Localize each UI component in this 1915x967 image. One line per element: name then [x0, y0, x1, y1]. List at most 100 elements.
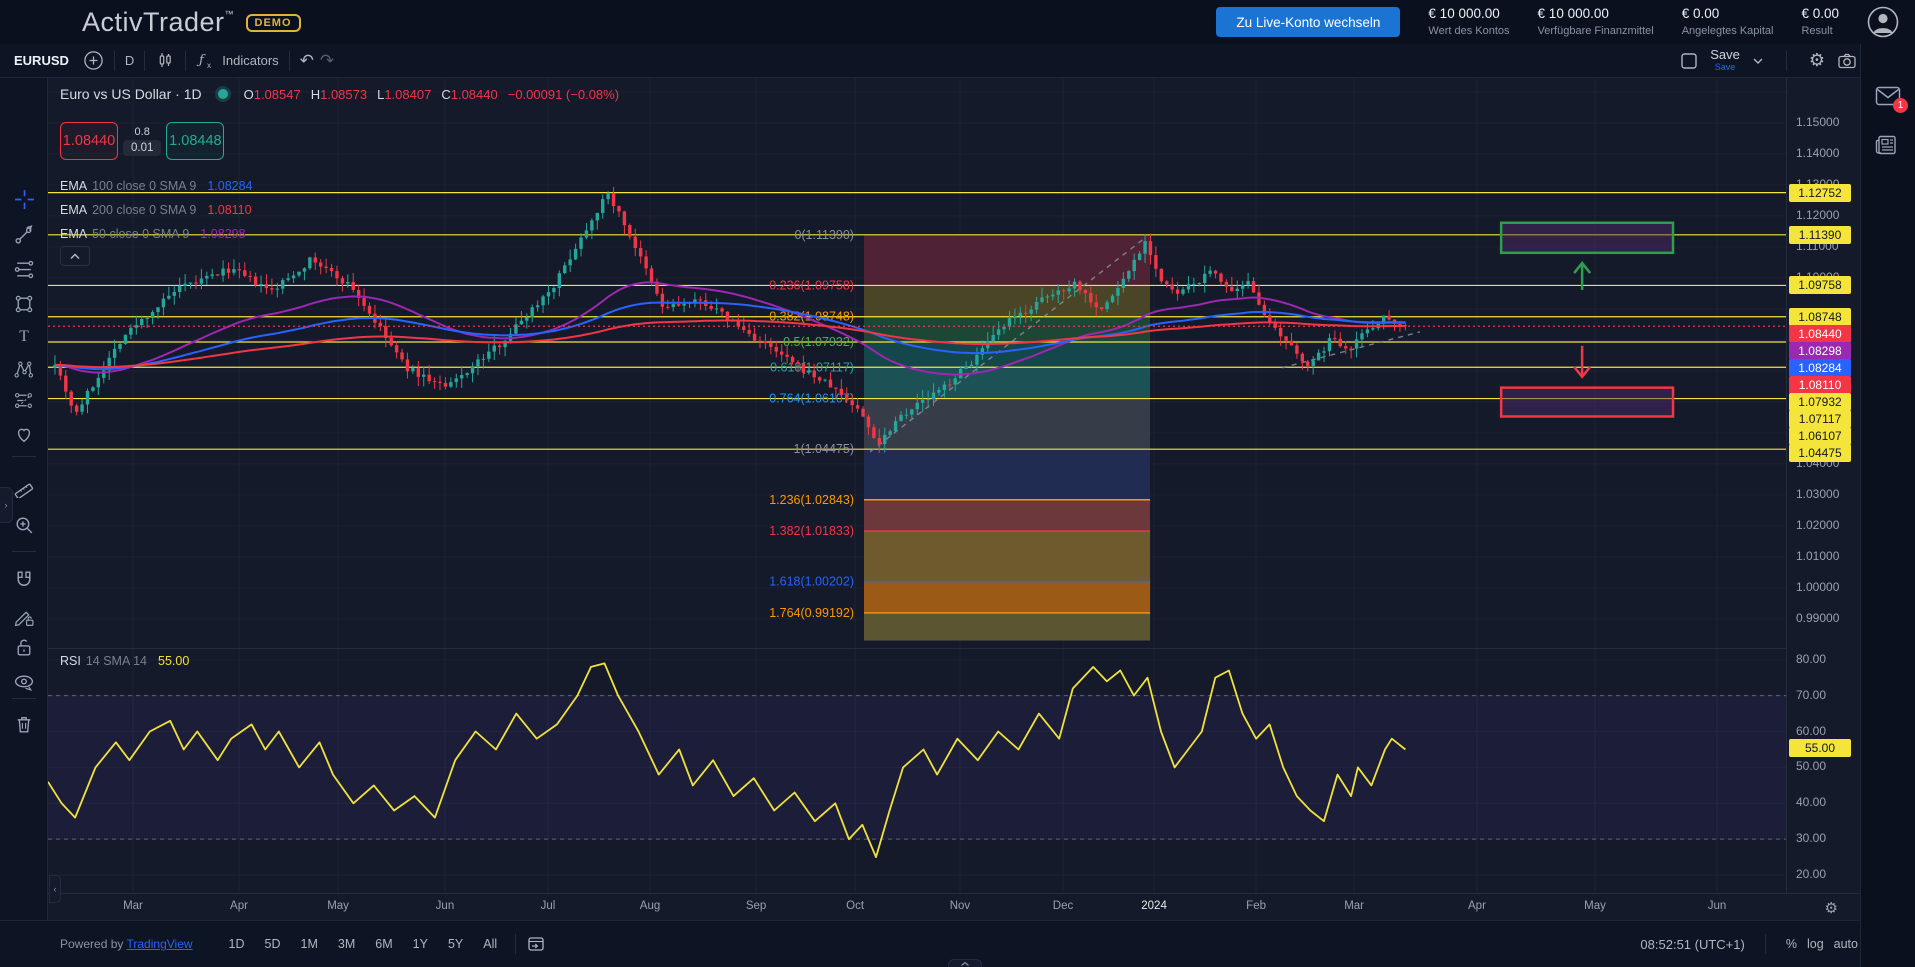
zoom-in-icon — [16, 517, 33, 534]
series-status-dot — [217, 89, 228, 99]
avatar[interactable] — [1867, 6, 1899, 38]
xabcd-pattern-tool[interactable] — [13, 358, 35, 385]
remove-objects-tool[interactable] — [13, 713, 35, 740]
sell-button[interactable]: 1.08440 — [60, 122, 118, 160]
emoji-tool[interactable] — [13, 423, 35, 450]
percent-scale-button[interactable]: % — [1785, 937, 1797, 951]
fib-retracement-tool[interactable] — [13, 258, 35, 285]
stat-label: Result — [1801, 24, 1833, 37]
interval-button[interactable]: D — [124, 53, 135, 68]
ohlc-item: C1.08440 — [441, 86, 498, 102]
plus-circle-icon — [84, 51, 103, 70]
indicator-row[interactable]: EMA 100 close 0 SMA 9 1.08284 — [60, 174, 253, 198]
news-button[interactable] — [1875, 134, 1899, 161]
log-scale-button[interactable]: log — [1806, 937, 1824, 951]
time-tick: 2024 — [1141, 900, 1167, 912]
buy-button[interactable]: 1.08448 — [166, 122, 225, 160]
shapes-tool[interactable] — [13, 293, 35, 320]
layout-button[interactable] — [1680, 52, 1698, 70]
supply-zone[interactable] — [1499, 221, 1675, 255]
rsi-pane[interactable]: RSI 14 SMA 14 55.00 — [48, 648, 1786, 893]
demand-zone[interactable] — [1499, 386, 1675, 418]
rsi-tick: 50.00 — [1796, 759, 1827, 774]
chart-style-button[interactable] — [155, 51, 175, 71]
forecast-tool[interactable] — [13, 389, 35, 416]
watchlist-expand-tab[interactable]: › — [0, 487, 13, 523]
price-scale[interactable]: 1.150001.140001.130001.120001.110001.100… — [1786, 78, 1860, 920]
messages-button[interactable]: 1 — [1875, 86, 1908, 113]
price-chart-pane[interactable]: 0(1.11390) 0.236(1.09758) 0.382(1.08748) 0.… — [48, 78, 1786, 648]
auto-scale-button[interactable]: auto — [1833, 937, 1858, 951]
hide-all-tool[interactable] — [13, 671, 35, 698]
switch-to-live-button[interactable]: Zu Live-Konto wechseln — [1216, 7, 1401, 37]
top-header: ActivTrader ™ DEMO Zu Live-Konto wechsel… — [0, 0, 1915, 44]
stat-value: € 0.00 — [1801, 6, 1839, 22]
ohlc-item: H1.08573 — [310, 86, 368, 102]
zoom-in-tool[interactable] — [13, 514, 35, 541]
snapshot-button[interactable] — [1837, 52, 1857, 70]
go-to-date-button[interactable] — [526, 935, 546, 953]
range-1y-button[interactable]: 1Y — [412, 937, 428, 951]
chart-title[interactable]: Euro vs US Dollar · 1D — [60, 86, 202, 102]
symbol-label[interactable]: EURUSD — [14, 53, 69, 68]
indicator-value: 1.08284 — [207, 179, 253, 193]
drawing-lock-tool[interactable] — [13, 606, 35, 633]
rsi-tick: 40.00 — [1796, 795, 1827, 810]
price-tick: 1.12000 — [1796, 207, 1840, 222]
panel-expand-tab[interactable] — [948, 959, 982, 967]
rsi-name[interactable]: RSI — [60, 654, 81, 668]
save-label: Save — [1710, 47, 1740, 63]
indicator-row[interactable]: EMA 50 close 0 SMA 9 1.08298 — [60, 222, 253, 246]
crosshair-icon — [15, 190, 34, 209]
price-badge: 1.07117 — [1789, 409, 1851, 428]
account-stat: € 0.00 Result — [1801, 5, 1839, 38]
measure-tool[interactable] — [13, 476, 35, 503]
emoji-icon — [17, 428, 31, 443]
range-5y-button[interactable]: 5Y — [447, 937, 464, 951]
fib-level-label: 1.382(1.01833) — [769, 524, 854, 538]
ohlc-item: O1.08547 — [243, 86, 301, 102]
range-all-button[interactable]: All — [483, 937, 498, 951]
fib-retracement-icon — [14, 260, 34, 279]
candles-icon — [159, 52, 172, 67]
range-1d-button[interactable]: 1D — [228, 937, 245, 951]
time-tick: Mar — [1344, 900, 1364, 912]
compare-add-button[interactable] — [83, 50, 104, 71]
lock-all-tool[interactable] — [13, 636, 35, 663]
text-tool[interactable]: T — [13, 324, 35, 351]
save-button[interactable]: Save Save — [1710, 48, 1740, 72]
range-6m-button[interactable]: 6M — [375, 937, 393, 951]
range-1m-button[interactable]: 1M — [300, 937, 318, 951]
candlestick-chart: 0(1.11390)0.236(1.09758)0.382(1.08748)0.… — [48, 78, 1786, 648]
range-5d-button[interactable]: 5D — [264, 937, 281, 951]
settings-button[interactable]: ⚙ — [1809, 50, 1825, 71]
crosshair-tool[interactable] — [13, 188, 35, 215]
magnet-tool[interactable] — [13, 568, 35, 595]
collapse-indicators-button[interactable] — [60, 246, 90, 266]
axis-settings-button[interactable]: ⚙ — [1825, 899, 1838, 917]
time-tick: Apr — [1468, 900, 1486, 912]
drawing-lock-icon — [14, 611, 34, 627]
rsi-tick: 20.00 — [1796, 867, 1827, 882]
rsi-params: 14 SMA 14 — [85, 654, 147, 668]
undo-button[interactable]: ↶ — [299, 50, 314, 70]
clock[interactable]: 08:52:51 (UTC+1) — [1640, 936, 1745, 952]
go-to-date-icon — [528, 937, 544, 951]
save-menu-button[interactable] — [1752, 57, 1764, 65]
price-badge: 1.07932 — [1789, 392, 1851, 411]
price-badge: 1.08284 — [1789, 358, 1851, 377]
rsi-legend: RSI 14 SMA 14 55.00 — [60, 654, 189, 668]
lot-size-button[interactable]: 0.01 — [123, 140, 162, 156]
indicator-row[interactable]: EMA 200 close 0 SMA 9 1.08110 — [60, 198, 253, 222]
logo-trademark: ™ — [224, 8, 234, 19]
range-3m-button[interactable]: 3M — [337, 937, 356, 951]
indicator-value: 1.08110 — [207, 203, 252, 217]
trend-line-tool[interactable] — [13, 223, 35, 250]
time-axis[interactable]: ⚙ Mar Apr May Jun Jul Aug Sep Oct Nov Dec 2024 Feb M… — [48, 893, 1860, 920]
tradingview-link[interactable]: TradingView — [126, 937, 193, 951]
history-collapse-tab[interactable]: ‹ — [49, 875, 61, 903]
time-tick: Aug — [639, 900, 661, 912]
layout-square-icon — [1681, 52, 1697, 69]
redo-button[interactable]: ↷ — [319, 50, 335, 70]
